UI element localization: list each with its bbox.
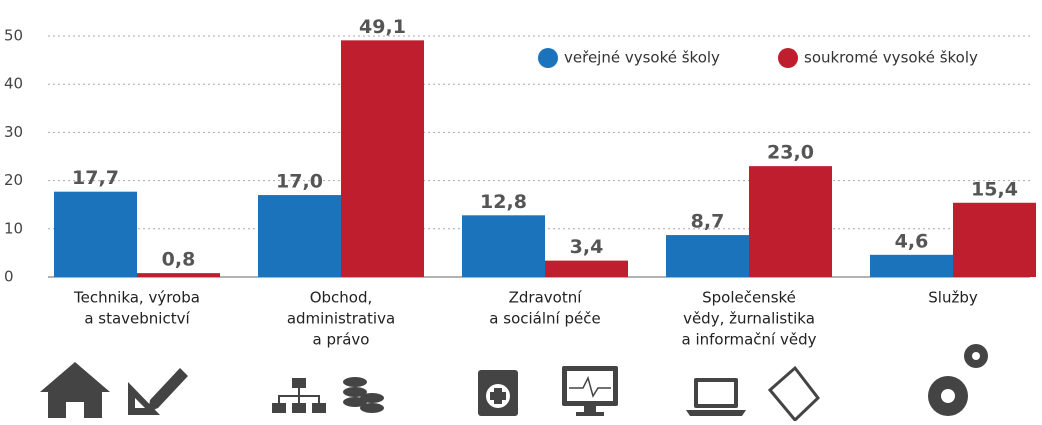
- y-tick-label: 50: [4, 27, 23, 45]
- value-label: 23,0: [767, 142, 814, 164]
- legend-label: soukromé vysoké školy: [804, 49, 978, 67]
- bar: [341, 40, 424, 278]
- bar: [749, 166, 832, 277]
- x-tick-label: vědy, žurnalistika: [683, 310, 815, 328]
- x-tick-label: administrativa: [287, 310, 395, 328]
- value-label: 49,1: [359, 16, 406, 38]
- x-tick-label: Služby: [928, 289, 978, 307]
- value-label: 12,8: [480, 191, 527, 213]
- value-label: 15,4: [971, 178, 1018, 200]
- legend-swatch: [778, 48, 798, 68]
- x-tick-label: Zdravotní: [509, 289, 583, 307]
- value-label: 3,4: [570, 236, 604, 258]
- bar: [545, 260, 628, 277]
- icon-org: [272, 378, 326, 413]
- bar: [258, 195, 341, 277]
- icon-book: [767, 365, 821, 423]
- x-tick-label: Obchod,: [310, 289, 373, 307]
- icon-gears: [928, 344, 988, 416]
- icon-laptop: [686, 378, 746, 416]
- x-tick-label: Technika, výroba: [73, 289, 200, 307]
- icon-pencil: [148, 368, 188, 412]
- x-tick-label: a právo: [313, 331, 370, 349]
- y-tick-label: 20: [4, 171, 23, 189]
- bar: [462, 215, 545, 277]
- value-label: 0,8: [162, 249, 196, 271]
- x-tick-label: a informační vědy: [682, 331, 817, 349]
- value-label: 4,6: [895, 230, 929, 252]
- icon-coins: [343, 377, 384, 413]
- bar: [953, 202, 1036, 277]
- x-tick-label: a stavebnictví: [84, 310, 190, 328]
- bar: [666, 235, 749, 277]
- bar: [137, 273, 220, 277]
- y-tick-label: 40: [4, 75, 23, 93]
- icon-monitor: [562, 366, 618, 416]
- y-tick-label: 10: [4, 219, 23, 237]
- value-label: 17,0: [276, 171, 323, 193]
- y-tick-label: 30: [4, 123, 23, 141]
- icon-medical: [478, 370, 518, 416]
- bar: [870, 254, 953, 277]
- bar: [54, 191, 137, 277]
- x-tick-label: Společenské: [702, 289, 796, 307]
- y-tick-label: 0: [4, 268, 14, 286]
- icon-house: [40, 362, 110, 418]
- value-label: 8,7: [691, 211, 725, 233]
- legend-swatch: [538, 48, 558, 68]
- icons: [40, 344, 988, 423]
- x-tick-label: a sociální péče: [489, 310, 600, 328]
- legend-label: veřejné vysoké školy: [564, 49, 720, 67]
- value-label: 17,7: [72, 167, 119, 189]
